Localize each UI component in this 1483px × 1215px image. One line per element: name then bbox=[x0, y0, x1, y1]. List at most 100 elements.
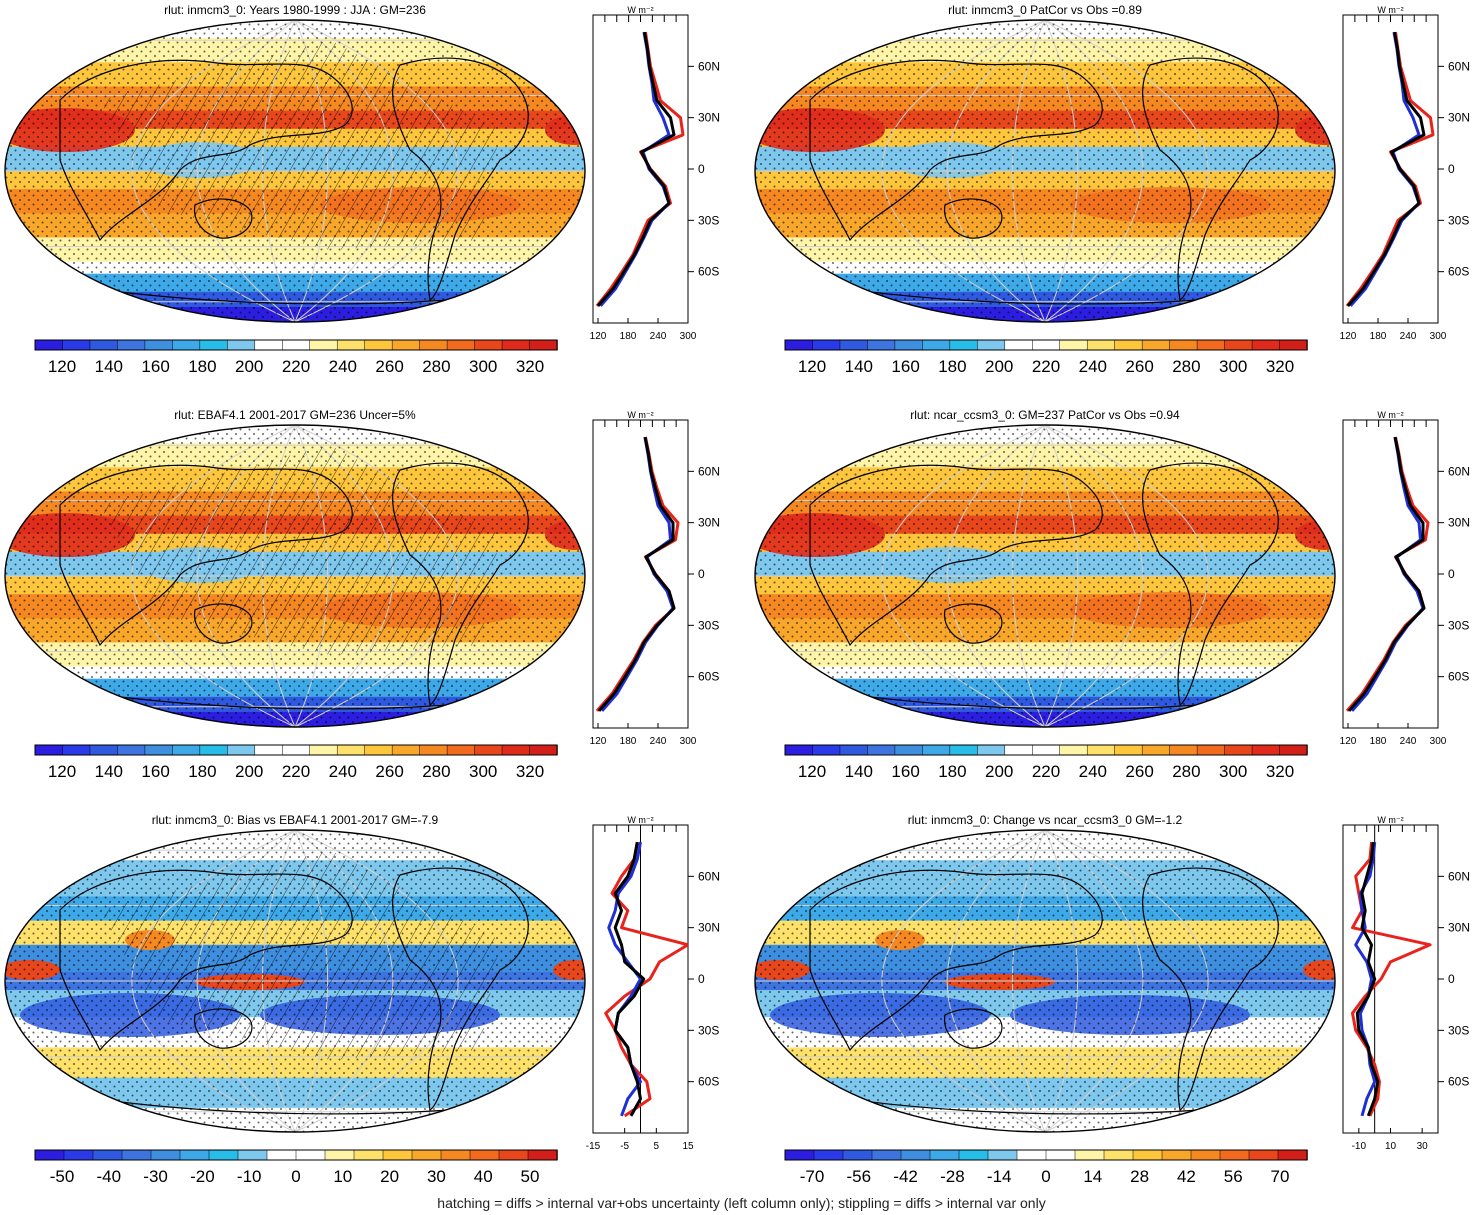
profile-lat-label: 60N bbox=[1448, 59, 1470, 73]
stippling bbox=[755, 830, 1335, 1132]
profile-x-tick-label: 300 bbox=[1430, 331, 1447, 342]
colorbar-swatch bbox=[987, 1149, 1018, 1161]
colorbar-tick-label: 180 bbox=[938, 762, 966, 781]
profile-lat-label: 60S bbox=[1448, 265, 1469, 279]
map-outline bbox=[4, 424, 586, 728]
profile-unit: W m⁻² bbox=[627, 410, 653, 420]
colorbar-swatch bbox=[958, 1149, 989, 1161]
colorbar-tick-label: 140 bbox=[845, 762, 873, 781]
colorbar-swatch bbox=[179, 1149, 210, 1161]
map-outline bbox=[4, 829, 586, 1133]
zonal-profile: W m⁻² 120 180 240 300 60N 30N 0 30S 60S bbox=[590, 410, 720, 747]
colorbar-tick-label: 30 bbox=[427, 1167, 446, 1186]
profile-x-tick-label: 300 bbox=[1430, 736, 1447, 747]
profile-x-tick-label: 240 bbox=[1400, 736, 1417, 747]
colorbar-swatch bbox=[254, 744, 284, 756]
colorbar-tick-label: -28 bbox=[940, 1167, 965, 1186]
colorbar-swatch bbox=[227, 339, 256, 351]
colorbar-tick-label: 56 bbox=[1224, 1167, 1243, 1186]
colorbar-swatch bbox=[227, 744, 256, 756]
colorbar-swatch bbox=[1016, 1149, 1047, 1161]
profile-frame bbox=[592, 419, 689, 729]
profile-lat-label: 60N bbox=[698, 464, 720, 478]
profile-lat-label: 0 bbox=[1448, 567, 1455, 581]
colorbar-swatch bbox=[282, 744, 311, 756]
colorbar-swatch bbox=[1196, 339, 1226, 351]
colorbar-swatch bbox=[324, 1149, 355, 1161]
colorbar-tick-label: 200 bbox=[985, 762, 1013, 781]
profile-x-tick-label: 5 bbox=[654, 1141, 660, 1152]
colorbar-tick-label: 14 bbox=[1083, 1167, 1102, 1186]
colorbar-swatch bbox=[1251, 744, 1281, 756]
colorbar-tick-label: 320 bbox=[1266, 762, 1294, 781]
colorbar-swatch bbox=[527, 1149, 558, 1161]
colorbar-swatch bbox=[1103, 1149, 1134, 1161]
profile-lat-label: 0 bbox=[698, 162, 705, 176]
colorbar-swatch bbox=[784, 1149, 815, 1161]
colorbar-tick-label: 220 bbox=[1032, 357, 1060, 376]
colorbar-swatch bbox=[1279, 744, 1308, 756]
colorbar-swatch bbox=[364, 339, 393, 351]
map-field bbox=[5, 425, 585, 727]
coastline bbox=[59, 464, 353, 647]
profile-lat-label: 30S bbox=[1448, 213, 1469, 227]
coastline bbox=[943, 603, 1003, 644]
colorbar-swatch bbox=[121, 1149, 152, 1161]
colorbar-swatch bbox=[391, 744, 421, 756]
colorbar-swatch bbox=[254, 339, 284, 351]
colorbar-swatch bbox=[1219, 1149, 1250, 1161]
colorbar-tick-label: 120 bbox=[798, 357, 826, 376]
profile-frame bbox=[1342, 824, 1439, 1134]
profile-series-3 bbox=[596, 31, 676, 307]
colorbar-swatch bbox=[977, 744, 1006, 756]
colorbar-tick-label: 300 bbox=[1219, 762, 1247, 781]
coastline bbox=[809, 464, 1103, 647]
colorbar-swatch bbox=[419, 339, 448, 351]
colorbar-frame bbox=[784, 1149, 1308, 1161]
colorbar-swatch bbox=[89, 744, 119, 756]
colorbar-tick-label: 200 bbox=[235, 762, 263, 781]
colorbar-swatch bbox=[498, 1149, 529, 1161]
colorbar-swatch bbox=[501, 744, 531, 756]
colorbar-swatch bbox=[1086, 744, 1116, 756]
profile-lat-label: 60S bbox=[698, 670, 719, 684]
colorbar-tick-label: 160 bbox=[891, 357, 919, 376]
colorbar-swatch bbox=[92, 1149, 123, 1161]
profile-unit: W m⁻² bbox=[1377, 5, 1403, 15]
colorbar-tick-label: 180 bbox=[188, 357, 216, 376]
zonal-profile: W m⁻² 120 180 240 300 60N 30N 0 30S 60S bbox=[1340, 5, 1470, 342]
colorbar-swatch bbox=[1190, 1149, 1221, 1161]
colorbar-tick-label: 200 bbox=[985, 357, 1013, 376]
colorbar-swatch bbox=[419, 744, 448, 756]
colorbar-swatch bbox=[336, 339, 366, 351]
coastline bbox=[943, 1008, 1003, 1049]
colorbar: -70 -56 -42 -28 -14 0 14 28 42 56 70 bbox=[784, 1149, 1308, 1186]
panel-2: rlut: inmcm3_0 PatCor vs Obs =0.89 120 140… bbox=[754, 3, 1470, 376]
profile-x-tick-label: -15 bbox=[586, 1141, 601, 1152]
colorbar-swatch bbox=[411, 1149, 442, 1161]
profile-lat-label: 60S bbox=[698, 265, 719, 279]
map-outline bbox=[754, 829, 1336, 1133]
colorbar-swatch bbox=[89, 339, 119, 351]
panel-4: rlut: ncar_ccsm3_0: GM=237 PatCor vs Obs… bbox=[754, 408, 1470, 781]
colorbar-swatch bbox=[784, 744, 814, 756]
colorbar-swatch bbox=[949, 744, 979, 756]
profile-x-tick-label: 120 bbox=[1340, 331, 1357, 342]
profile-frame bbox=[1342, 419, 1439, 729]
colorbar-tick-label: 320 bbox=[516, 357, 544, 376]
profile-lat-label: 30N bbox=[1448, 921, 1470, 935]
map-title: rlut: inmcm3_0: Bias vs EBAF4.1 2001-201… bbox=[152, 813, 439, 827]
profile-x-tick-label: 300 bbox=[680, 331, 697, 342]
colorbar-tick-label: 300 bbox=[469, 762, 497, 781]
colorbar: 120 140 160 180 200 220 240 260 280 300 320 bbox=[34, 744, 558, 781]
colorbar-tick-label: 240 bbox=[329, 357, 357, 376]
colorbar-swatch bbox=[900, 1149, 931, 1161]
profile-lat-label: 60N bbox=[1448, 869, 1470, 883]
coastline bbox=[809, 59, 1103, 242]
colorbar-swatch bbox=[382, 1149, 413, 1161]
colorbar-swatch bbox=[1161, 1149, 1192, 1161]
colorbar-tick-label: 280 bbox=[1172, 762, 1200, 781]
colorbar-tick-label: 28 bbox=[1130, 1167, 1149, 1186]
colorbar-tick-label: 180 bbox=[938, 357, 966, 376]
colorbar-swatch bbox=[1059, 744, 1088, 756]
